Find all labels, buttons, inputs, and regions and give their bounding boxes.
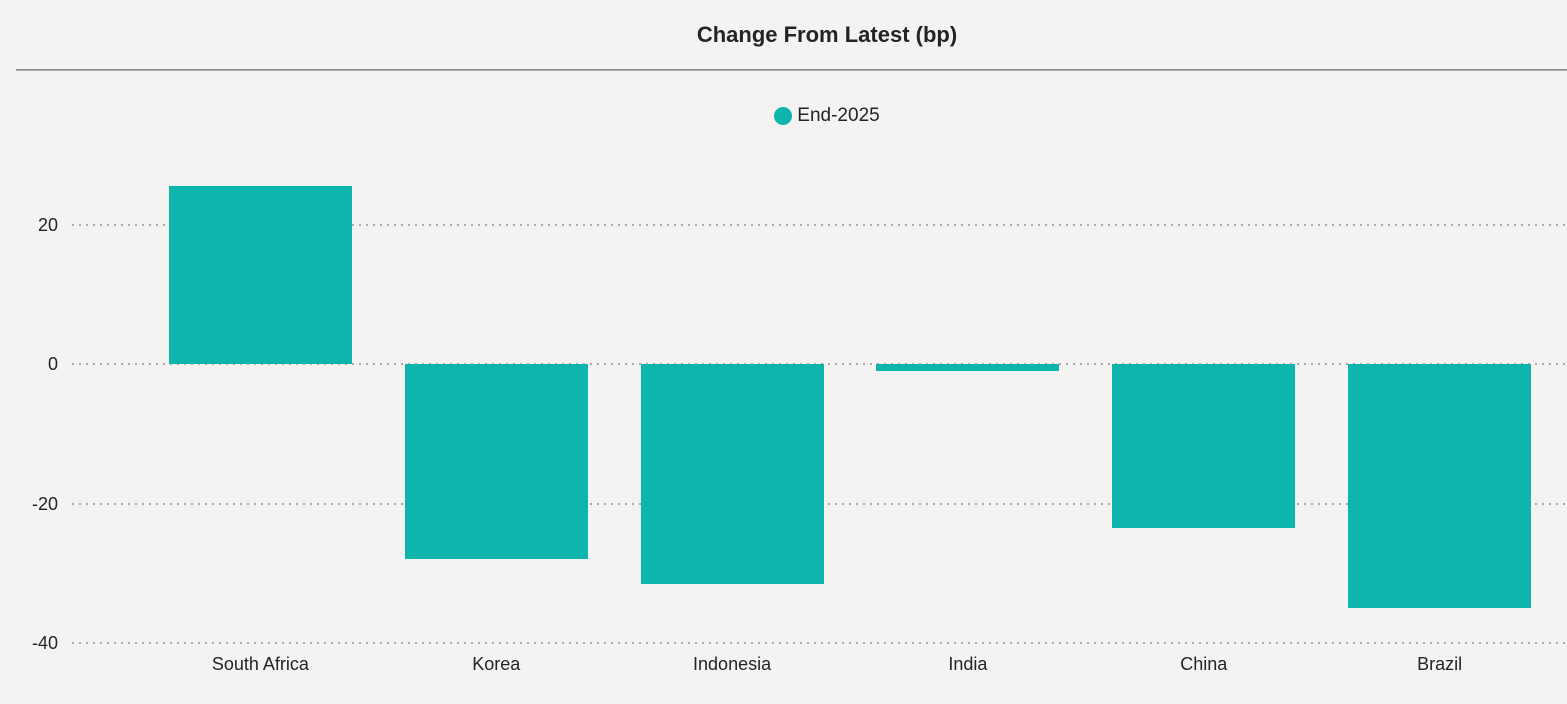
x-category-label-india: India xyxy=(948,654,988,674)
x-category-label-south-africa: South Africa xyxy=(211,654,309,674)
x-category-label-china: China xyxy=(1180,654,1228,674)
x-category-label-indonesia: Indonesia xyxy=(693,654,772,674)
bar-indonesia[interactable] xyxy=(640,364,824,584)
legend-item-end-2025[interactable]: End-2025 xyxy=(774,103,880,129)
bar-india[interactable] xyxy=(876,364,1060,371)
chart-title: Change From Latest (bp) xyxy=(696,22,958,47)
gridline-y--40 xyxy=(72,642,1567,644)
x-category-label-korea: Korea xyxy=(472,654,521,674)
x-category-label-brazil: Brazil xyxy=(1417,654,1463,674)
legend: End-2025 xyxy=(87,103,1567,129)
y-tick-label: -20 xyxy=(31,493,58,514)
bar-china[interactable] xyxy=(1112,364,1296,528)
bar-korea[interactable] xyxy=(404,364,588,560)
chart-header: Change From Latest (bp) xyxy=(87,20,1567,50)
y-tick-label: 0 xyxy=(47,354,58,374)
bar-south-africa[interactable] xyxy=(168,186,352,364)
legend-item-label: End-2025 xyxy=(797,105,880,126)
y-tick-label: -40 xyxy=(31,633,58,653)
gridline-y-20 xyxy=(72,223,1567,226)
header-divider xyxy=(16,69,1567,71)
y-tick-label: 20 xyxy=(37,214,58,235)
legend-dot-icon xyxy=(774,107,793,125)
bar-brazil[interactable] xyxy=(1348,364,1532,609)
